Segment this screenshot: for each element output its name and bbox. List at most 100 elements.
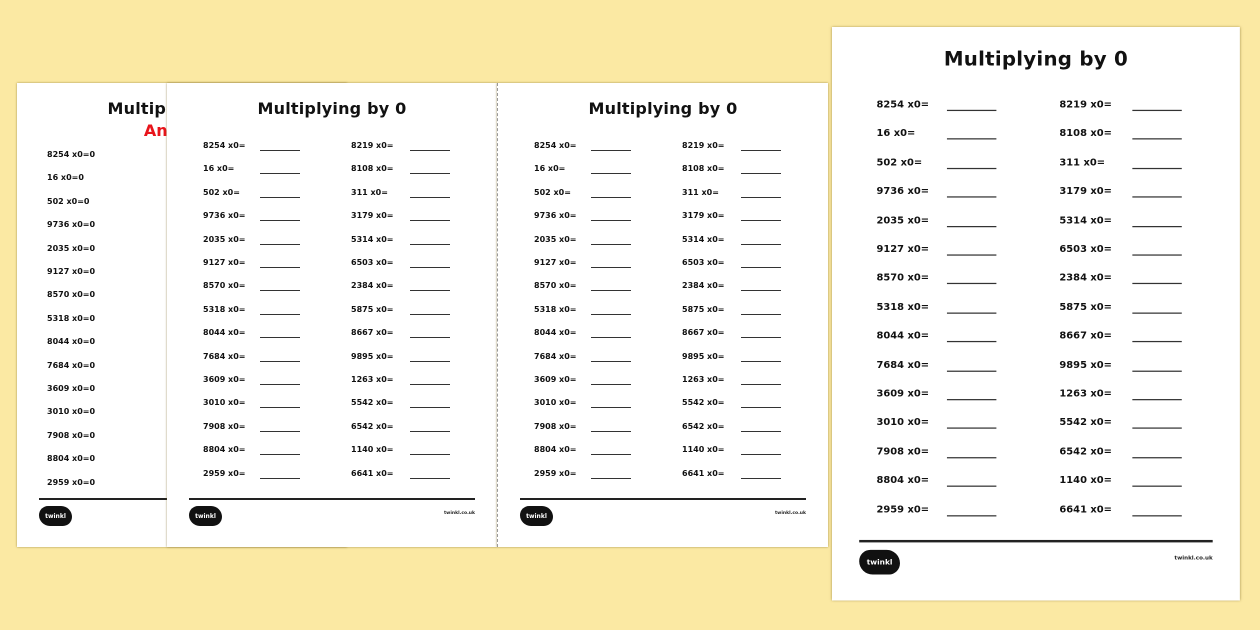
answer-blank[interactable] (410, 313, 450, 315)
answer-blank[interactable] (260, 477, 300, 479)
answer-blank[interactable] (410, 477, 450, 479)
problem-text: 6542 x0= (682, 421, 725, 431)
answer-blank[interactable] (260, 454, 300, 456)
answer-blank[interactable] (260, 196, 300, 198)
answer-blank[interactable] (1132, 138, 1182, 140)
answer-blank[interactable] (1132, 456, 1182, 459)
answer-blank[interactable] (1132, 370, 1182, 372)
answer-blank[interactable] (741, 477, 781, 479)
answer-blank[interactable] (946, 283, 997, 285)
answer-blank[interactable] (591, 337, 631, 339)
answer-blank[interactable] (1132, 225, 1182, 227)
answer-blank[interactable] (591, 454, 631, 456)
answer-blank[interactable] (741, 290, 781, 292)
answer-blank[interactable] (741, 407, 781, 409)
answer-blank[interactable] (260, 337, 300, 339)
answer-blank[interactable] (946, 341, 997, 343)
answer-blank[interactable] (946, 138, 997, 140)
answer-blank[interactable] (946, 399, 997, 401)
answer-blank[interactable] (946, 167, 997, 169)
answer-blank[interactable] (410, 173, 450, 175)
answer-blank[interactable] (591, 430, 631, 432)
answer-blank[interactable] (741, 196, 781, 198)
answer-blank[interactable] (260, 290, 300, 292)
answer-blank[interactable] (410, 430, 450, 432)
answer-text: 9736 x0=0 (47, 220, 96, 230)
problem-text: 6641 x0= (1059, 503, 1112, 515)
answer-blank[interactable] (260, 150, 300, 151)
answer-blank[interactable] (1132, 167, 1182, 169)
answer-blank[interactable] (741, 173, 781, 175)
answer-blank[interactable] (591, 290, 631, 292)
answer-blank[interactable] (1132, 341, 1182, 343)
answer-blank[interactable] (410, 337, 450, 339)
answer-blank[interactable] (260, 360, 300, 362)
answer-blank[interactable] (591, 196, 631, 198)
answer-blank[interactable] (591, 477, 631, 479)
answer-blank[interactable] (410, 220, 450, 222)
answer-blank[interactable] (410, 384, 450, 385)
answer-blank[interactable] (741, 220, 781, 222)
problem-text: 6641 x0= (682, 468, 725, 478)
answer-blank[interactable] (741, 243, 781, 245)
answer-blank[interactable] (1132, 514, 1182, 516)
answer-blank[interactable] (741, 384, 781, 385)
answer-blank[interactable] (946, 225, 997, 227)
problem-text: 8044 x0= (534, 328, 577, 338)
answer-blank[interactable] (1132, 399, 1182, 401)
answer-blank[interactable] (946, 312, 997, 314)
answer-blank[interactable] (741, 430, 781, 432)
answer-blank[interactable] (1132, 196, 1182, 198)
answer-blank[interactable] (410, 407, 450, 409)
problem-text: 8804 x0= (534, 445, 577, 455)
answer-blank[interactable] (591, 243, 631, 245)
problem-text: 3609 x0= (534, 375, 577, 384)
answer-text: 3609 x0=0 (47, 384, 96, 393)
answer-blank[interactable] (260, 407, 300, 409)
answer-blank[interactable] (741, 360, 781, 362)
answer-blank[interactable] (260, 173, 300, 175)
answer-blank[interactable] (260, 243, 300, 245)
answer-blank[interactable] (1132, 312, 1182, 314)
answer-blank[interactable] (1132, 485, 1182, 488)
answer-blank[interactable] (1132, 283, 1182, 285)
answer-blank[interactable] (260, 220, 300, 222)
answer-blank[interactable] (591, 220, 631, 222)
answer-blank[interactable] (741, 337, 781, 339)
answer-blank[interactable] (946, 485, 997, 488)
answer-blank[interactable] (591, 313, 631, 315)
problem-text: 9736 x0= (876, 185, 930, 197)
answer-blank[interactable] (1132, 254, 1182, 256)
answer-blank[interactable] (410, 243, 450, 245)
answer-blank[interactable] (946, 456, 997, 459)
answer-blank[interactable] (946, 370, 997, 372)
answer-blank[interactable] (946, 254, 997, 256)
answer-blank[interactable] (260, 313, 300, 315)
answer-blank[interactable] (591, 360, 631, 362)
answer-blank[interactable] (741, 150, 781, 151)
answer-blank[interactable] (410, 267, 450, 268)
problem-text: 5542 x0= (351, 398, 394, 408)
answer-blank[interactable] (260, 430, 300, 432)
answer-blank[interactable] (591, 150, 631, 151)
answer-blank[interactable] (591, 384, 631, 385)
answer-blank[interactable] (1132, 109, 1182, 112)
answer-blank[interactable] (260, 384, 300, 385)
answer-blank[interactable] (1132, 427, 1182, 430)
answer-blank[interactable] (741, 313, 781, 315)
answer-blank[interactable] (410, 360, 450, 362)
answer-blank[interactable] (741, 454, 781, 456)
answer-blank[interactable] (591, 407, 631, 409)
answer-blank[interactable] (410, 150, 450, 151)
answer-blank[interactable] (946, 514, 997, 516)
answer-blank[interactable] (591, 173, 631, 175)
answer-blank[interactable] (410, 454, 450, 456)
answer-blank[interactable] (591, 267, 631, 268)
answer-blank[interactable] (410, 196, 450, 198)
answer-blank[interactable] (946, 427, 997, 430)
answer-blank[interactable] (410, 290, 450, 292)
answer-blank[interactable] (741, 267, 781, 268)
answer-blank[interactable] (946, 109, 997, 112)
answer-blank[interactable] (946, 196, 997, 198)
answer-blank[interactable] (260, 267, 300, 268)
